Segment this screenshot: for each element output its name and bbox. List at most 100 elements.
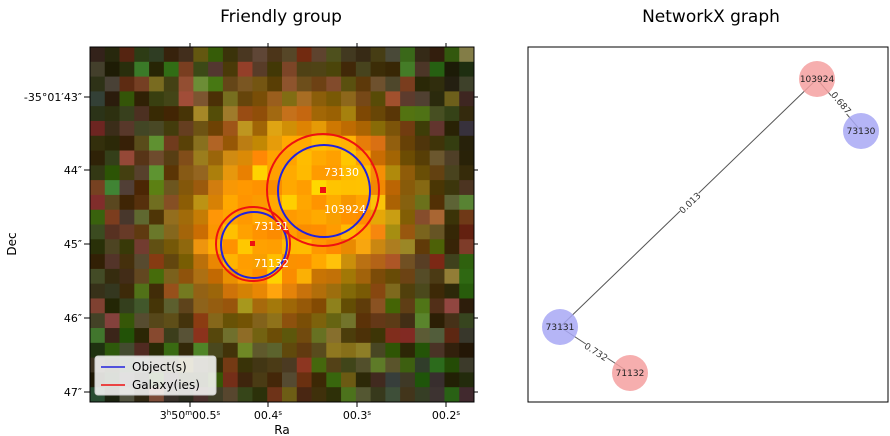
image-pixel — [370, 76, 386, 92]
image-pixel — [104, 268, 120, 285]
image-pixel — [222, 180, 239, 196]
image-pixel — [282, 91, 298, 107]
image-pixel — [119, 268, 135, 285]
image-pixel — [237, 150, 253, 166]
edge-label-bg — [677, 190, 703, 216]
image-pixel — [252, 165, 268, 181]
image-pixel — [237, 120, 253, 137]
image-pixel — [459, 135, 475, 151]
image-pixel — [119, 76, 135, 92]
image-pixel — [370, 61, 386, 77]
image-pixel — [429, 268, 445, 285]
y-tick-label: 46″ — [64, 312, 82, 325]
image-pixel — [193, 239, 209, 255]
image-pixel — [355, 342, 372, 359]
node-label-73130: 73130 — [847, 127, 876, 137]
image-pixel — [178, 254, 194, 270]
image-pixel — [370, 298, 386, 314]
image-pixel — [370, 106, 386, 122]
image-pixel — [252, 150, 268, 166]
image-pixel — [326, 135, 342, 151]
image-pixel — [237, 224, 253, 240]
image-pixel — [311, 135, 327, 151]
image-pixel — [326, 47, 342, 63]
image-pixel — [400, 372, 416, 388]
image-pixel — [459, 268, 475, 285]
image-pixel — [267, 328, 283, 344]
image-pixel — [400, 120, 416, 137]
edge-label-103924-73130: 0.687 — [828, 91, 852, 117]
image-pixel — [282, 387, 298, 403]
legend: Object(s) Galaxy(ies) — [94, 355, 217, 396]
image-pixel — [267, 357, 283, 373]
image-pixel — [400, 194, 416, 211]
image-pixel — [178, 298, 194, 314]
image-pixel — [311, 165, 327, 181]
image-pixel — [222, 254, 239, 270]
image-pixel — [267, 298, 283, 314]
image-pixel — [222, 165, 239, 181]
image-pixel — [400, 150, 416, 166]
image-pixel — [385, 76, 401, 92]
image-pixel — [119, 47, 135, 63]
image-pixel — [385, 298, 401, 314]
image-pixel — [104, 254, 120, 270]
image-pixel — [341, 91, 357, 107]
image-pixel — [252, 254, 268, 270]
image-pixel — [429, 224, 445, 240]
image-pixel — [119, 209, 135, 225]
image-pixel — [326, 76, 342, 92]
image-pixel — [90, 239, 106, 255]
image-pixel — [459, 357, 475, 373]
image-pixel — [414, 91, 431, 107]
image-pixel — [385, 387, 401, 403]
image-pixel — [267, 135, 283, 151]
image-pixel — [459, 342, 475, 359]
image-pixel — [252, 357, 268, 373]
node-73130 — [843, 113, 879, 149]
image-pixel — [459, 106, 475, 122]
image-pixel — [134, 224, 150, 240]
image-pixel — [119, 342, 135, 359]
image-pixel — [163, 165, 180, 181]
image-pixel — [208, 283, 224, 299]
image-pixel — [429, 76, 445, 92]
image-pixel — [341, 328, 357, 344]
image-pixel — [311, 209, 327, 225]
image-pixel — [134, 47, 150, 63]
image-pixel — [296, 106, 312, 122]
image-pixel — [208, 76, 224, 92]
image-pixel — [237, 357, 253, 373]
image-pixel — [400, 357, 416, 373]
image-pixel — [90, 194, 106, 211]
image-pixel — [163, 150, 180, 166]
image-pixel — [444, 328, 460, 344]
image-pixel — [163, 283, 180, 299]
image-pixel — [134, 342, 150, 359]
image-pixel — [134, 194, 150, 211]
image-pixel — [459, 47, 475, 63]
image-pixel — [355, 239, 372, 255]
node-label-71132: 71132 — [616, 369, 645, 379]
image-pixel — [311, 106, 327, 122]
image-pixel — [296, 313, 312, 329]
image-pixel — [282, 254, 298, 270]
image-pixel — [444, 268, 460, 285]
image-pixel — [193, 194, 209, 211]
node-103924 — [799, 61, 835, 97]
image-pixel — [429, 150, 445, 166]
image-pixel — [90, 165, 106, 181]
image-pixel — [193, 135, 209, 151]
image-pixel — [311, 194, 327, 211]
image-pixel — [341, 239, 357, 255]
image-pixel — [385, 328, 401, 344]
image-pixel — [134, 239, 150, 255]
image-pixel — [282, 298, 298, 314]
image-pixel — [444, 224, 460, 240]
image-pixel — [193, 254, 209, 270]
image-pixel — [385, 268, 401, 285]
image-pixel — [104, 194, 120, 211]
image-pixel — [149, 268, 165, 285]
image-pixel — [311, 268, 327, 285]
image-pixel — [119, 180, 135, 196]
